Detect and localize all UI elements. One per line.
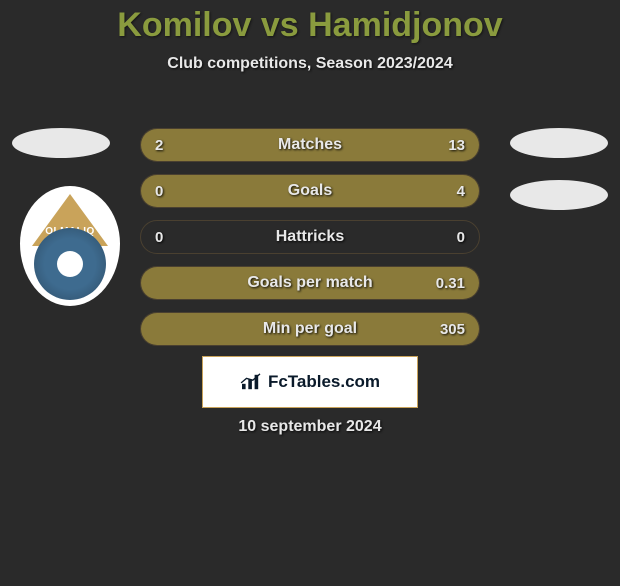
stat-value-right: 13 [448,129,465,161]
badge-ball-icon [57,251,83,277]
fctables-logo: FcTables.com [202,356,418,408]
badge-circle-icon [34,228,106,300]
stat-label: Goals [141,175,479,207]
stat-value-right: 4 [457,175,465,207]
logo-text: FcTables.com [268,372,380,392]
club-right-placeholder [510,180,608,210]
stat-row: 0Hattricks0 [140,220,480,254]
club-left-badge: OLMALIQ [20,186,120,306]
stat-label: Goals per match [141,267,479,299]
page-title: Komilov vs Hamidjonov [0,6,620,45]
stat-label: Min per goal [141,313,479,345]
stat-row: Goals per match0.31 [140,266,480,300]
stat-label: Matches [141,129,479,161]
player-left-placeholder [12,128,110,158]
stat-row: 0Goals4 [140,174,480,208]
stat-row: Min per goal305 [140,312,480,346]
chart-icon [240,373,262,391]
date-label: 10 september 2024 [0,418,620,436]
subtitle: Club competitions, Season 2023/2024 [0,55,620,73]
stat-value-right: 305 [440,313,465,345]
stat-value-right: 0 [457,221,465,253]
stats-container: 2Matches130Goals40Hattricks0Goals per ma… [140,128,480,358]
player-right-placeholder [510,128,608,158]
stat-value-right: 0.31 [436,267,465,299]
stat-row: 2Matches13 [140,128,480,162]
stat-label: Hattricks [141,221,479,253]
badge-background: OLMALIQ [20,186,120,306]
